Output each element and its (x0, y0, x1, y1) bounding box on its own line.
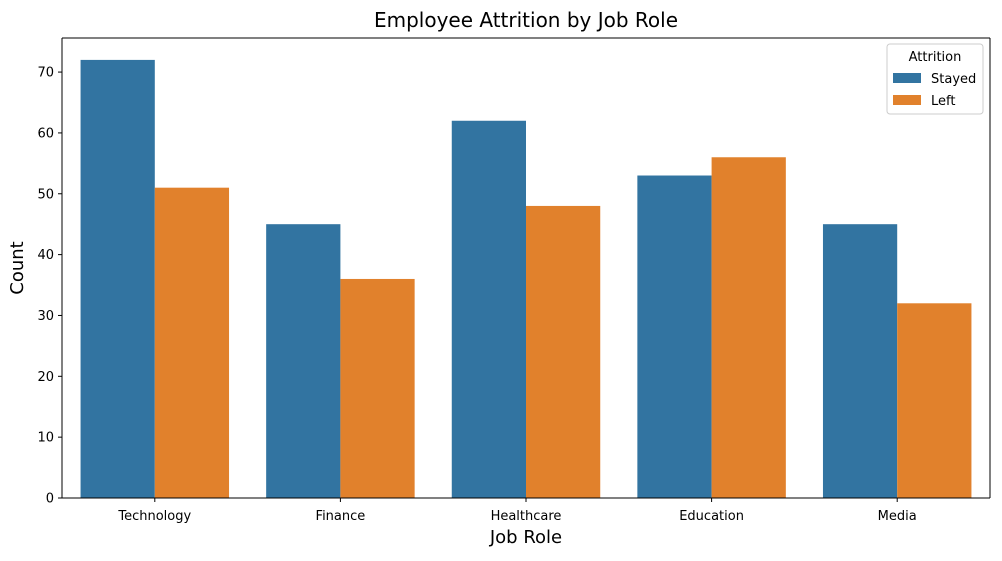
x-tick-label: Technology (117, 509, 191, 524)
bars-layer (80, 59, 972, 499)
bar-stayed-finance (266, 224, 341, 498)
legend-items: Stayed Left (893, 72, 976, 109)
y-tick-label: 40 (37, 248, 54, 263)
bar-stayed-healthcare (451, 120, 526, 499)
y-tick-label: 0 (46, 492, 54, 507)
bar-left-technology (154, 187, 230, 498)
y-tick-label: 20 (37, 370, 54, 385)
x-tick-label: Healthcare (491, 509, 562, 524)
legend-title: Attrition (909, 50, 962, 65)
x-tick-label: Finance (316, 509, 366, 524)
bar-stayed-technology (80, 59, 155, 499)
bar-left-media (897, 303, 972, 498)
bar-left-finance (340, 278, 415, 498)
legend-swatch-left (893, 95, 921, 105)
x-tick-label: Media (878, 509, 917, 524)
axes-layer: 0 10 20 30 40 50 60 70 Technology Finance Healthca… (37, 37, 991, 524)
y-axis-title: Count (7, 241, 28, 294)
x-axis-title: Job Role (489, 527, 562, 548)
bar-left-healthcare (526, 205, 601, 498)
y-tick-label: 50 (37, 187, 54, 202)
chart-title: Employee Attrition by Job Role (374, 8, 678, 32)
y-tick-label: 60 (37, 126, 54, 141)
legend-swatch-stayed (893, 73, 921, 83)
bar-stayed-media (822, 224, 898, 498)
bar-left-education (711, 157, 786, 498)
x-tick-label: Education (679, 509, 744, 524)
legend-label-left: Left (931, 94, 955, 109)
bar-stayed-education (637, 175, 712, 498)
y-tick-label: 70 (37, 66, 54, 81)
legend-label-stayed: Stayed (931, 72, 976, 87)
y-tick-label: 10 (37, 431, 54, 446)
legend: Attrition Stayed Left (886, 43, 984, 115)
y-tick-label: 30 (37, 309, 54, 324)
